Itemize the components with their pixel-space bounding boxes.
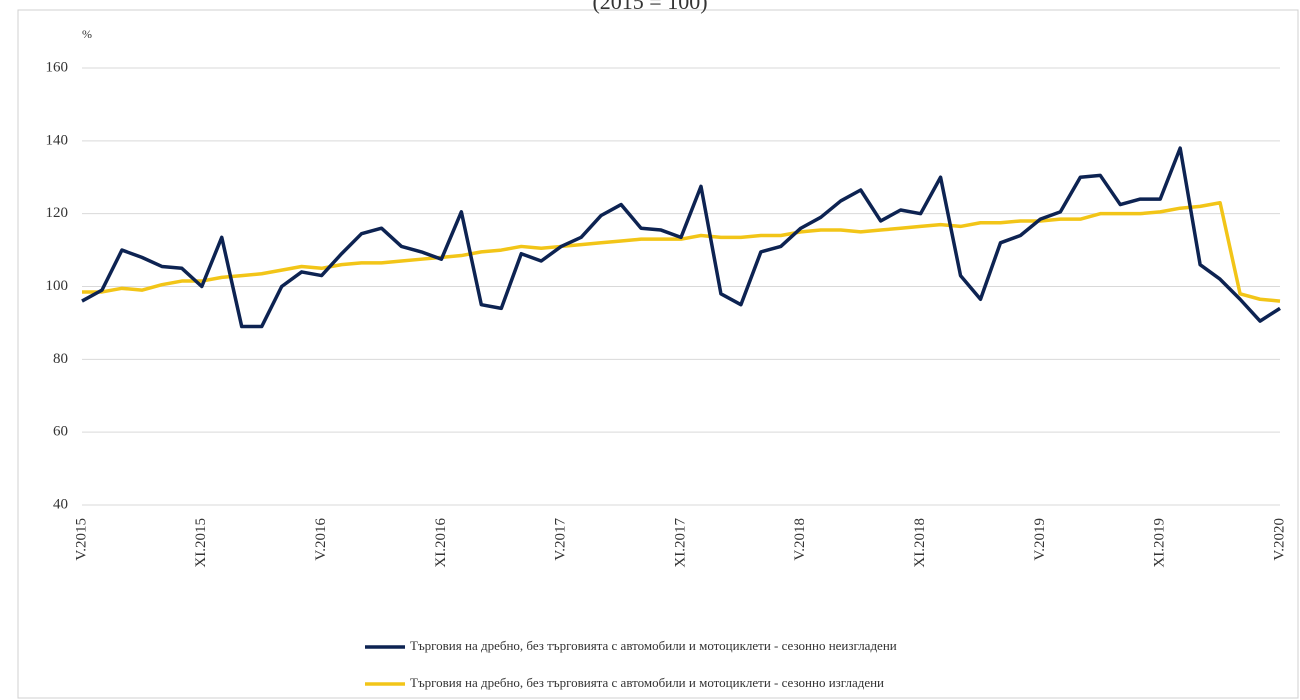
x-tick-label: XI.2016 <box>433 518 449 568</box>
y-unit: % <box>82 27 92 41</box>
y-tick-label: 80 <box>53 351 68 367</box>
x-tick-label: V.2015 <box>73 518 89 561</box>
x-tick-label: V.2018 <box>792 518 808 561</box>
legend-text: Търговия на дребно, без търговията с авт… <box>410 638 897 653</box>
legend-text: Търговия на дребно, без търговията с авт… <box>410 675 884 690</box>
y-tick-label: 160 <box>46 59 69 75</box>
x-tick-label: XI.2018 <box>912 518 928 568</box>
y-tick-label: 120 <box>46 205 69 221</box>
y-tick-label: 140 <box>46 132 69 148</box>
series-line <box>82 200 1281 303</box>
x-tick-label: XI.2019 <box>1152 518 1168 568</box>
y-tick-label: 60 <box>53 424 68 440</box>
y-tick-label: 40 <box>53 496 68 512</box>
x-tick-label: V.2016 <box>313 518 329 561</box>
series-line <box>81 146 1281 329</box>
chart-title: (2015 = 100) <box>592 0 707 14</box>
x-tick-label: V.2017 <box>553 518 569 561</box>
x-tick-label: V.2020 <box>1271 518 1287 561</box>
chart-border <box>17 9 1299 699</box>
y-tick-label: 100 <box>46 278 69 294</box>
x-tick-label: XI.2015 <box>193 518 209 568</box>
x-tick-label: XI.2017 <box>672 518 688 568</box>
x-tick-label: V.2019 <box>1032 518 1048 561</box>
